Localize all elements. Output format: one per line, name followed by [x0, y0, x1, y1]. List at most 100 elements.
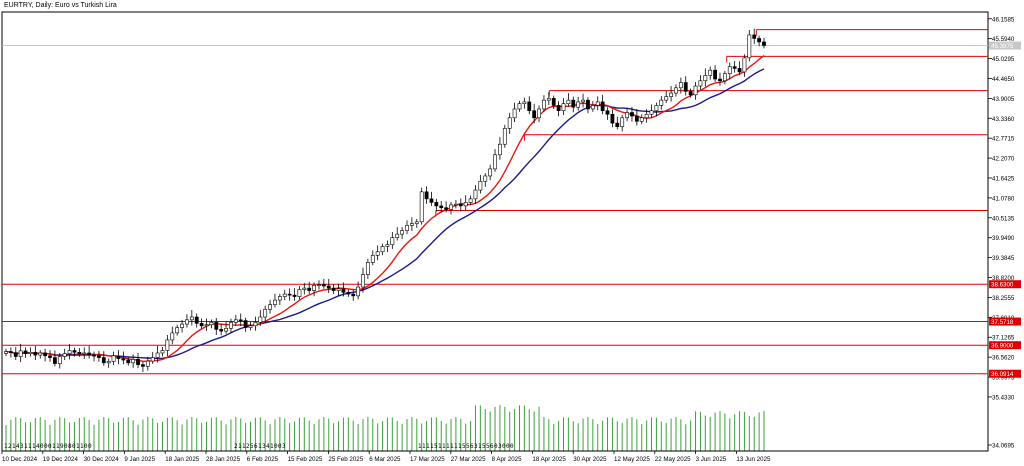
trade-marker: 1 [442, 443, 446, 450]
candle-body [424, 191, 429, 200]
trade-marker: 1 [80, 443, 84, 450]
price-tick-label: 43.9005 [992, 96, 1015, 103]
candle-body [674, 87, 678, 94]
candle-body [463, 202, 468, 207]
candle-body [478, 180, 483, 191]
candle-body [498, 143, 502, 156]
trade-marker: 5 [482, 443, 486, 450]
candle-body [77, 351, 82, 355]
trade-marker: 8 [68, 443, 72, 450]
candle-body [429, 198, 434, 203]
trade-marker: 1 [242, 443, 246, 450]
trade-marker: 1 [28, 443, 32, 450]
candle-body [121, 358, 126, 361]
price-tick-label: 35.4330 [992, 394, 1015, 401]
candle-body [590, 105, 595, 110]
candle-body [287, 293, 292, 296]
candle-body [502, 128, 507, 145]
ma-slow-line [5, 68, 765, 360]
candle-body [18, 350, 23, 357]
trade-marker: 1 [52, 443, 56, 450]
candle-body [659, 99, 664, 106]
candle-body [542, 99, 546, 110]
candle-body [595, 101, 600, 106]
date-tick-label: 3 Jun 2025 [696, 456, 727, 463]
candle-body [175, 327, 180, 334]
candle-body [380, 246, 385, 253]
candle-body [522, 101, 527, 104]
candle-body [581, 99, 585, 103]
trade-marker: 1 [478, 443, 482, 450]
candle-body [43, 352, 48, 357]
date-tick-label: 30 Dec 2024 [84, 456, 120, 463]
candle-body [678, 82, 683, 89]
trade-marker: 2 [246, 443, 250, 450]
trade-marker: 1 [446, 443, 450, 450]
price-tick-label: 34.0695 [992, 443, 1015, 450]
price-tick-label: 39.9490 [992, 235, 1015, 242]
candle-body [116, 355, 121, 359]
candle-body [405, 225, 409, 231]
candle-body [53, 357, 57, 364]
candle-body [576, 101, 581, 108]
candle-body [615, 122, 620, 127]
date-tick-label: 27 Mar 2025 [451, 456, 486, 463]
level-price-tag-label: 36.9000 [991, 343, 1014, 350]
candle-body [458, 203, 463, 207]
trade-marker: 0 [44, 443, 48, 450]
candle-body [106, 361, 111, 364]
candle-body [630, 112, 634, 117]
candle-body [649, 110, 654, 115]
candle-body [312, 284, 316, 291]
candle-body [747, 34, 752, 59]
level-price-tag [989, 341, 1021, 350]
candle-body [527, 101, 532, 112]
candle-body [708, 69, 713, 76]
candle-body [224, 327, 228, 332]
candle-body [409, 223, 414, 226]
candle-body [297, 289, 302, 297]
candle-body [82, 352, 87, 355]
price-tick-label: 42.7715 [992, 136, 1015, 143]
trade-marker: 6 [490, 443, 494, 450]
candle-body [644, 113, 649, 119]
candle-body [551, 98, 556, 106]
horizontal-levels[interactable] [2, 29, 988, 375]
date-tick-label: 22 May 2025 [655, 456, 691, 463]
trade-marker: 3 [498, 443, 502, 450]
trade-marker: 0 [494, 443, 498, 450]
date-tick-label: 18 Jan 2025 [165, 456, 200, 463]
candle-body [742, 57, 747, 73]
trade-marker: 0 [274, 443, 278, 450]
date-tick-label: 18 Apr 2025 [532, 456, 566, 463]
candle-body [180, 323, 184, 328]
level-price-tag-label: 38.6300 [991, 282, 1014, 289]
candle-body [698, 80, 703, 87]
ma-fast-line [5, 54, 765, 363]
date-tick-label: 17 Mar 2025 [410, 456, 445, 463]
date-tick-label: 9 Jan 2025 [124, 456, 155, 463]
candle-body [400, 230, 405, 235]
trade-marker: 5 [466, 443, 470, 450]
candle-body [4, 351, 8, 354]
date-tick-label: 8 Apr 2025 [492, 456, 522, 463]
candle-body [625, 112, 629, 119]
candle-body [586, 99, 590, 110]
candle-body [141, 364, 145, 367]
candle-body [385, 244, 390, 247]
candle-body [243, 320, 248, 328]
trade-marker: 4 [16, 443, 20, 450]
candle-body [757, 38, 762, 43]
candle-body [566, 99, 571, 104]
trade-marker: 0 [278, 443, 282, 450]
trade-marker: 0 [84, 443, 88, 450]
candle-body [390, 237, 395, 246]
price-tick-label: 42.2070 [992, 156, 1015, 163]
price-tick-label: 41.0780 [992, 195, 1015, 202]
trade-marker: 2 [234, 443, 238, 450]
price-tick-label: 45.5940 [992, 36, 1015, 43]
trade-marker: 0 [502, 443, 506, 450]
